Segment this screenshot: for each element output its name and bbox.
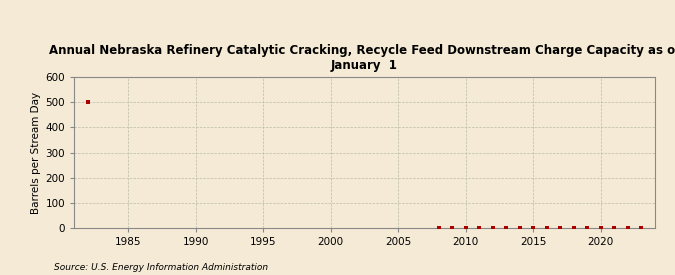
Point bbox=[609, 226, 620, 230]
Title: Annual Nebraska Refinery Catalytic Cracking, Recycle Feed Downstream Charge Capa: Annual Nebraska Refinery Catalytic Crack… bbox=[49, 44, 675, 72]
Point bbox=[541, 226, 552, 230]
Point bbox=[582, 226, 593, 230]
Point bbox=[82, 100, 93, 104]
Point bbox=[528, 226, 539, 230]
Point bbox=[568, 226, 579, 230]
Point bbox=[514, 226, 525, 230]
Y-axis label: Barrels per Stream Day: Barrels per Stream Day bbox=[32, 92, 41, 214]
Point bbox=[447, 226, 458, 230]
Point bbox=[595, 226, 606, 230]
Text: Source: U.S. Energy Information Administration: Source: U.S. Energy Information Administ… bbox=[54, 263, 268, 272]
Point bbox=[622, 226, 633, 230]
Point bbox=[636, 226, 647, 230]
Point bbox=[487, 226, 498, 230]
Point bbox=[555, 226, 566, 230]
Point bbox=[501, 226, 512, 230]
Point bbox=[474, 226, 485, 230]
Point bbox=[460, 226, 471, 230]
Point bbox=[433, 226, 444, 230]
